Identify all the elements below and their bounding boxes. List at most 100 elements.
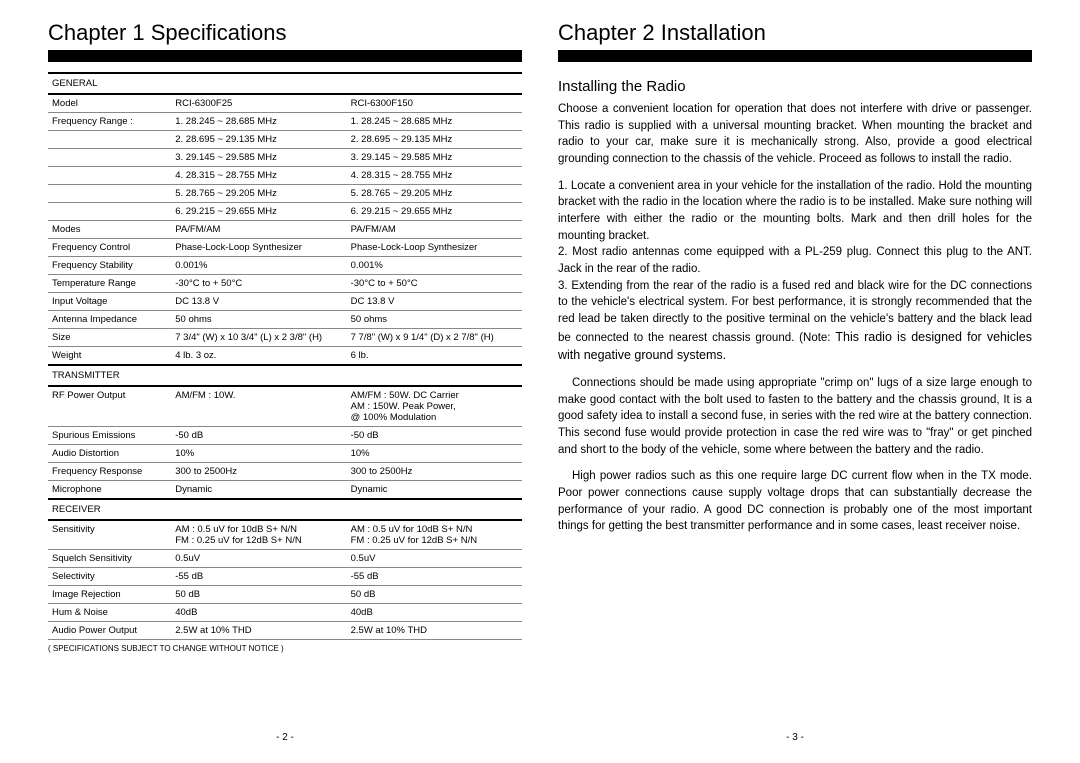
spec-table: GENERAL Model RCI-6300F25 RCI-6300F150 F… (48, 72, 522, 640)
row-label: Audio Distortion (48, 445, 171, 463)
row-val-line: AM : 150W. Peak Power, (351, 401, 518, 412)
row-val-line: FM : 0.25 uV for 12dB S+ N/N (175, 535, 342, 546)
spec-footnote: ( SPECIFICATIONS SUBJECT TO CHANGE WITHO… (48, 644, 522, 653)
row-val: -50 dB (171, 427, 346, 445)
row-label: Spurious Emissions (48, 427, 171, 445)
row-val: 1. 28.245 ~ 28.685 MHz (347, 113, 522, 131)
section-receiver: RECEIVER (48, 499, 522, 520)
row-val: 5. 28.765 ~ 29.205 MHz (347, 185, 522, 203)
install-subheading: Installing the Radio (558, 78, 1032, 95)
row-val: 40dB (171, 604, 346, 622)
row-val: Phase-Lock-Loop Synthesizer (347, 239, 522, 257)
row-val: 7 3/4" (W) x 10 3/4" (L) x 2 3/8" (H) (171, 329, 346, 347)
row-val-line: FM : 0.25 uV for 12dB S+ N/N (351, 535, 518, 546)
row-val: AM/FM : 10W. (171, 386, 346, 427)
chapter-title-right: Chapter 2 Installation (558, 20, 1032, 46)
row-val: 40dB (347, 604, 522, 622)
install-p3-text: Connections should be made using appropr… (558, 377, 1032, 456)
row-val: 300 to 2500Hz (171, 463, 346, 481)
row-label: Frequency Range : (48, 113, 171, 131)
row-val: -55 dB (171, 568, 346, 586)
row-val: 6. 29.215 ~ 29.655 MHz (171, 203, 346, 221)
row-val: 50 ohms (347, 311, 522, 329)
row-val: AM/FM : 50W. DC Carrier AM : 150W. Peak … (347, 386, 522, 427)
row-val: 10% (347, 445, 522, 463)
row-label: Temperature Range (48, 275, 171, 293)
row-val: 6. 29.215 ~ 29.655 MHz (347, 203, 522, 221)
row-val: 6 lb. (347, 347, 522, 366)
row-label: RF Power Output (48, 386, 171, 427)
row-val-line: AM : 0.5 uV for 10dB S+ N/N (351, 524, 518, 535)
row-label: Squelch Sensitivity (48, 550, 171, 568)
row-val: RCI-6300F150 (347, 94, 522, 113)
row-val: -30°C to + 50°C (171, 275, 346, 293)
row-label: Hum & Noise (48, 604, 171, 622)
row-val: 2.5W at 10% THD (171, 622, 346, 640)
row-val-line: @ 100% Modulation (351, 412, 518, 423)
row-val: 0.001% (171, 257, 346, 275)
section-transmitter: TRANSMITTER (48, 365, 522, 386)
row-val: AM : 0.5 uV for 10dB S+ N/N FM : 0.25 uV… (347, 520, 522, 550)
row-val: 300 to 2500Hz (347, 463, 522, 481)
install-power: High power radios such as this one requi… (558, 468, 1032, 535)
row-val: 0.001% (347, 257, 522, 275)
row-label: Weight (48, 347, 171, 366)
row-label: Frequency Control (48, 239, 171, 257)
row-val: 50 dB (171, 586, 346, 604)
install-steps: 1. Locate a convenient area in your vehi… (558, 178, 1032, 365)
chapter-title-left: Chapter 1 Specifications (48, 20, 522, 46)
row-val: -55 dB (347, 568, 522, 586)
row-val: DC 13.8 V (347, 293, 522, 311)
row-val: Phase-Lock-Loop Synthesizer (171, 239, 346, 257)
row-val: Dynamic (347, 481, 522, 500)
page-right: Chapter 2 Installation Installing the Ra… (540, 20, 1050, 743)
row-val: 1. 28.245 ~ 28.685 MHz (171, 113, 346, 131)
row-label: Sensitivity (48, 520, 171, 550)
row-val: -30°C to + 50°C (347, 275, 522, 293)
row-val: 50 ohms (171, 311, 346, 329)
row-label: Audio Power Output (48, 622, 171, 640)
row-val: 5. 28.765 ~ 29.205 MHz (171, 185, 346, 203)
install-p4-text: High power radios such as this one requi… (558, 470, 1032, 532)
row-label: Modes (48, 221, 171, 239)
row-val: 4 lb. 3 oz. (171, 347, 346, 366)
row-val: -50 dB (347, 427, 522, 445)
row-val: 10% (171, 445, 346, 463)
row-val: 4. 28.315 ~ 28.755 MHz (171, 167, 346, 185)
row-label: Selectivity (48, 568, 171, 586)
title-bar-left (48, 50, 522, 62)
install-step-2: 2. Most radio antennas come equipped wit… (558, 246, 1032, 275)
row-val: AM : 0.5 uV for 10dB S+ N/N FM : 0.25 uV… (171, 520, 346, 550)
row-val: 2.5W at 10% THD (347, 622, 522, 640)
row-val: PA/FM/AM (347, 221, 522, 239)
page-number-left: - 2 - (48, 722, 522, 743)
page-number-right: - 3 - (558, 722, 1032, 743)
install-intro: Choose a convenient location for operati… (558, 101, 1032, 168)
section-general: GENERAL (48, 73, 522, 94)
row-val: 4. 28.315 ~ 28.755 MHz (347, 167, 522, 185)
row-label: Microphone (48, 481, 171, 500)
row-val: 3. 29.145 ~ 29.585 MHz (347, 149, 522, 167)
row-val: 3. 29.145 ~ 29.585 MHz (171, 149, 346, 167)
row-label: Image Rejection (48, 586, 171, 604)
row-val: 7 7/8" (W) x 9 1/4" (D) x 2 7/8" (H) (347, 329, 522, 347)
row-val: 2. 28.695 ~ 29.135 MHz (347, 131, 522, 149)
row-label: Antenna Impedance (48, 311, 171, 329)
row-val: 0.5uV (347, 550, 522, 568)
row-label: Input Voltage (48, 293, 171, 311)
row-val: PA/FM/AM (171, 221, 346, 239)
row-val: DC 13.8 V (171, 293, 346, 311)
row-label: Size (48, 329, 171, 347)
row-label: Model (48, 94, 171, 113)
row-label: Frequency Stability (48, 257, 171, 275)
title-bar-right (558, 50, 1032, 62)
row-label: Frequency Response (48, 463, 171, 481)
row-val: Dynamic (171, 481, 346, 500)
install-connections: Connections should be made using appropr… (558, 375, 1032, 458)
row-val-line: AM : 0.5 uV for 10dB S+ N/N (175, 524, 342, 535)
page-left: Chapter 1 Specifications GENERAL Model R… (30, 20, 540, 743)
row-val: 2. 28.695 ~ 29.135 MHz (171, 131, 346, 149)
row-val-line: AM/FM : 50W. DC Carrier (351, 390, 518, 401)
row-val: RCI-6300F25 (171, 94, 346, 113)
row-val: 0.5uV (171, 550, 346, 568)
